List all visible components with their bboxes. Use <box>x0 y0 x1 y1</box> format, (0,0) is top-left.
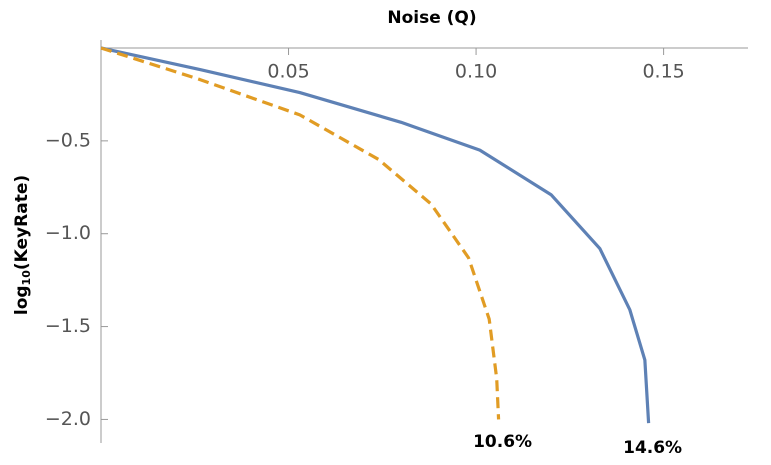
annotation: 10.6% <box>473 432 532 452</box>
y-tick-label: −1.0 <box>45 222 91 244</box>
series-line <box>100 46 501 420</box>
x-tick-label: 0.05 <box>267 61 309 83</box>
x-tick-label: 0.10 <box>455 61 497 83</box>
y-label-subscript: 10 <box>20 270 33 286</box>
x-tick-label: 0.15 <box>642 61 684 83</box>
y-tick-label: −2.0 <box>45 408 91 430</box>
y-label-argument: (KeyRate) <box>12 175 32 270</box>
y-axis-label: log10(KeyRate) <box>12 175 33 315</box>
y-tick-label: −0.5 <box>45 129 91 151</box>
series-line <box>100 46 651 424</box>
y-label-base: log <box>12 285 32 315</box>
x-axis-label: Noise (Q) <box>387 8 476 28</box>
y-tick-label: −1.5 <box>45 315 91 337</box>
annotation: 14.6% <box>623 438 682 458</box>
